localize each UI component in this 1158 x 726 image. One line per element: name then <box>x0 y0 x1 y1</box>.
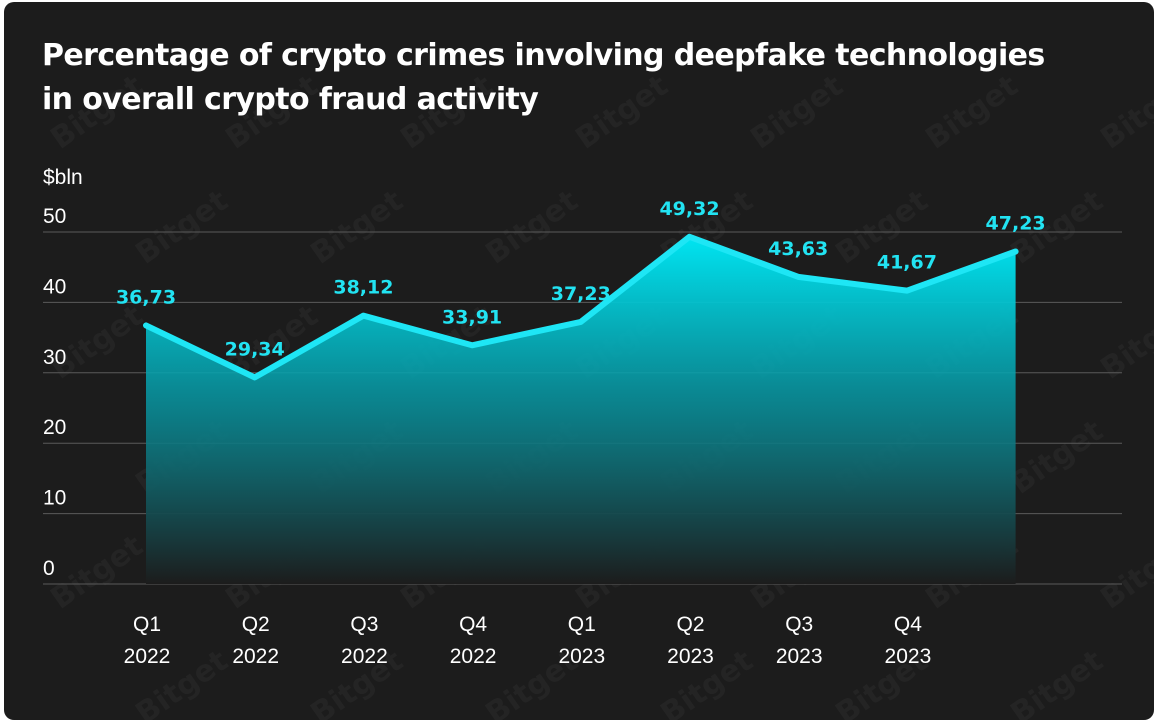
x-tick-label-year: 2023 <box>776 645 823 668</box>
x-tick-label-quarter: Q1 <box>133 613 161 636</box>
x-tick-label-year: 2023 <box>885 645 932 668</box>
data-label: 36,73 <box>116 286 176 308</box>
x-tick-label-year: 2023 <box>558 645 605 668</box>
data-label: 49,32 <box>659 198 719 220</box>
data-label: 47,23 <box>986 213 1046 235</box>
x-tick-label-quarter: Q2 <box>676 613 704 636</box>
chart-title-line-1: Percentage of crypto crimes involving de… <box>42 38 1045 73</box>
watermark-text: Bitget <box>745 68 850 156</box>
data-label: 33,91 <box>442 306 502 328</box>
watermark-text: Bitget <box>1005 413 1110 501</box>
area-fill <box>146 236 1016 584</box>
watermark-text: Bitget <box>1095 68 1158 156</box>
x-tick-label-quarter: Q3 <box>785 613 813 636</box>
watermark-text: Bitget <box>45 298 150 386</box>
y-tick-label: 40 <box>43 275 66 298</box>
watermark-text: Bitget <box>1095 528 1158 616</box>
watermark-text: Bitget <box>45 68 150 156</box>
y-axis: $bln 0 10 20 30 40 50 <box>43 166 83 580</box>
chart-title-line-2: in overall crypto fraud activity <box>42 82 539 117</box>
x-tick-label-quarter: Q4 <box>459 613 487 636</box>
y-tick-label: 10 <box>43 487 66 510</box>
watermark-text: Bitget <box>395 68 500 156</box>
x-tick-label-quarter: Q2 <box>242 613 270 636</box>
y-tick-label: 0 <box>43 557 55 580</box>
y-unit-label: $bln <box>43 166 83 189</box>
x-tick-label-quarter: Q4 <box>894 613 922 636</box>
watermark-text: Bitget <box>570 68 675 156</box>
y-tick-label: 50 <box>43 205 66 228</box>
x-tick-label-year: 2022 <box>124 645 171 668</box>
area-fill-layer <box>146 236 1016 584</box>
watermark-text: Bitget <box>1095 298 1158 386</box>
watermark-text: Bitget <box>45 528 150 616</box>
chart-title: Percentage of crypto crimes involving de… <box>42 34 1122 122</box>
watermark-text: Bitget <box>220 68 325 156</box>
x-tick-label-year: 2022 <box>232 645 279 668</box>
x-axis: Q1 2022 Q2 2022 Q3 2022 Q4 2022 Q1 2023 Q2 2023 Q3 20… <box>124 613 932 668</box>
data-label: 29,34 <box>225 338 285 360</box>
watermark-text: Bitget <box>130 183 235 271</box>
x-tick-label-quarter: Q1 <box>568 613 596 636</box>
series-line <box>143 233 1019 381</box>
y-tick-label: 20 <box>43 416 66 439</box>
data-label: 37,23 <box>551 283 611 305</box>
data-label: 43,63 <box>768 238 828 260</box>
y-tick-label: 30 <box>43 346 66 369</box>
x-tick-label-quarter: Q3 <box>350 613 378 636</box>
watermark-text: Bitget <box>305 183 410 271</box>
data-label: 38,12 <box>333 277 393 299</box>
data-label: 41,67 <box>877 252 937 274</box>
watermark-text: Bitget <box>920 68 1025 156</box>
line-layer <box>143 233 1019 381</box>
x-tick-label-year: 2022 <box>450 645 497 668</box>
watermark-text: Bitget <box>1005 643 1110 726</box>
x-tick-label-year: 2023 <box>667 645 714 668</box>
watermark-text: Bitget <box>480 183 585 271</box>
value-labels: 36,73 29,34 38,12 33,91 37,23 49,32 43,63 41,67… <box>116 198 1046 361</box>
x-tick-label-year: 2022 <box>341 645 388 668</box>
